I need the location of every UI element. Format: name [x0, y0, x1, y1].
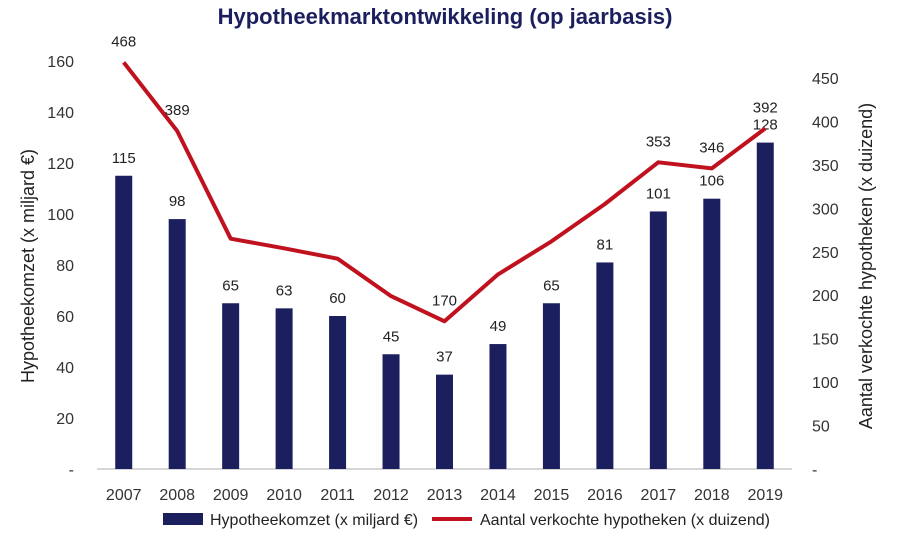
- bar-2017: [649, 211, 667, 469]
- y-axis-left-label: Hypotheekomzet (x miljard €): [18, 149, 38, 383]
- bar-label-2009: 65: [222, 277, 239, 294]
- bar-2015: [542, 303, 560, 469]
- x-tick-2013: 2013: [427, 487, 463, 504]
- bar-label-2010: 63: [276, 282, 293, 299]
- left-axis-ticks: - 20 40 60 80 100 120 140 160: [47, 54, 74, 479]
- x-tick-2008: 2008: [159, 487, 195, 504]
- x-tick-2007: 2007: [106, 487, 142, 504]
- y-right-tick: 350: [812, 158, 839, 175]
- bar-label-2011: 60: [329, 290, 346, 307]
- y-right-tick: 250: [812, 245, 839, 262]
- bar-2013: [436, 374, 453, 469]
- y-left-tick: -: [69, 462, 74, 479]
- line-label-2013: 170: [432, 292, 457, 309]
- y-left-tick: 60: [56, 309, 74, 326]
- y-left-tick: 160: [47, 54, 74, 71]
- y-left-tick: 100: [47, 207, 74, 224]
- bar-label-2008: 98: [169, 193, 186, 210]
- y-left-tick: 20: [56, 411, 74, 428]
- x-axis-ticks: 2007 2008 2009 2010 2011 2012 2013 2014 2015 2016…: [106, 487, 783, 504]
- legend-bar-label: Hypotheekomzet (x miljard €): [210, 512, 418, 529]
- bar-label-2019: 128: [753, 117, 778, 134]
- x-tick-2012: 2012: [373, 487, 409, 504]
- x-tick-2018: 2018: [694, 487, 730, 504]
- x-tick-2015: 2015: [534, 487, 570, 504]
- bar-2009: [222, 303, 240, 469]
- legend: Hypotheekomzet (x miljard €) Aantal verk…: [163, 512, 770, 529]
- line-data-labels: 468 389 170 353 346 392: [111, 33, 778, 309]
- y-left-tick: 80: [56, 258, 74, 275]
- y-right-tick: -: [812, 462, 817, 479]
- bar-2012: [382, 354, 400, 469]
- line-label-2007: 468: [111, 33, 136, 50]
- bar-label-2012: 45: [383, 328, 400, 345]
- y-left-tick: 140: [47, 105, 74, 122]
- chart-title: Hypotheekmarktontwikkeling (op jaarbasis…: [218, 4, 673, 29]
- x-tick-2016: 2016: [587, 487, 623, 504]
- bar-label-2017: 101: [646, 185, 671, 202]
- line-label-2017: 353: [646, 133, 671, 150]
- x-tick-2019: 2019: [747, 487, 783, 504]
- legend-bar-swatch: [163, 513, 203, 525]
- bar-label-2018: 106: [699, 173, 724, 190]
- right-axis-ticks: - 50 100 150 200 250 300 350 400 450: [812, 71, 839, 479]
- bar-2011: [329, 316, 347, 469]
- bar-label-2013: 37: [436, 349, 453, 366]
- y-right-tick: 50: [812, 419, 830, 436]
- bar-2016: [596, 262, 614, 469]
- bar-data-labels: 115 98 65 63 60 45 37 49 65 81 101 106 128: [112, 117, 778, 366]
- y-right-tick: 300: [812, 201, 839, 218]
- bar-series: [115, 142, 774, 469]
- y-left-tick: 120: [47, 156, 74, 173]
- line-series: [122, 61, 767, 324]
- bar-label-2014: 49: [490, 318, 507, 335]
- bar-label-2015: 65: [543, 277, 560, 294]
- y-right-tick: 150: [812, 332, 839, 349]
- legend-line-label: Aantal verkochte hypotheken (x duizend): [480, 512, 770, 529]
- y-right-tick: 100: [812, 375, 839, 392]
- bar-2019: [756, 142, 774, 469]
- y-left-tick: 40: [56, 360, 74, 377]
- bar-2014: [489, 344, 507, 469]
- y-right-tick: 450: [812, 71, 839, 88]
- bar-2008: [168, 219, 186, 469]
- y-right-tick: 200: [812, 288, 839, 305]
- x-tick-2014: 2014: [480, 487, 516, 504]
- bar-2010: [275, 308, 293, 469]
- bar-2007: [115, 175, 133, 469]
- bar-label-2016: 81: [597, 236, 614, 253]
- x-tick-2011: 2011: [320, 487, 355, 504]
- x-tick-2017: 2017: [641, 487, 677, 504]
- line-label-2019: 392: [753, 99, 778, 116]
- line-label-2008: 389: [165, 102, 190, 119]
- line-label-2018: 346: [699, 139, 724, 156]
- bar-2018: [703, 198, 721, 469]
- x-tick-2010: 2010: [266, 487, 302, 504]
- y-axis-right-label: Aantal verkochte hypotheken (x duizend): [856, 103, 876, 429]
- x-tick-2009: 2009: [213, 487, 249, 504]
- bar-label-2007: 115: [112, 150, 136, 167]
- y-right-tick: 400: [812, 114, 839, 131]
